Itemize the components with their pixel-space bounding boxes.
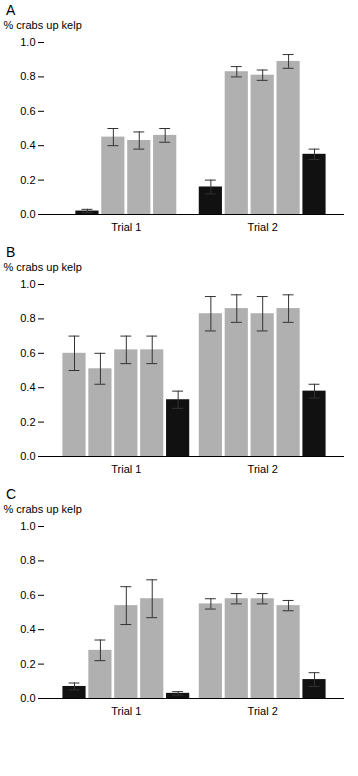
svg-text:0.6: 0.6 — [20, 347, 35, 359]
svg-text:Trial 1: Trial 1 — [111, 221, 141, 233]
svg-text:0.8: 0.8 — [20, 312, 35, 324]
svg-text:% crabs up kelp: % crabs up kelp — [4, 503, 82, 515]
svg-text:Trial 1: Trial 1 — [111, 463, 141, 475]
svg-text:0.6: 0.6 — [20, 105, 35, 117]
svg-text:0.2: 0.2 — [20, 658, 35, 670]
html-text:C: C — [6, 486, 17, 502]
svg-text:% crabs up kelp: % crabs up kelp — [4, 261, 82, 273]
svg-text:1.0: 1.0 — [20, 278, 35, 290]
svg-text:0.4: 0.4 — [20, 381, 35, 393]
svg-text:0.4: 0.4 — [20, 623, 35, 635]
svg-text:1.0: 1.0 — [20, 36, 35, 48]
svg-text:1.0: 1.0 — [20, 520, 35, 532]
svg-text:0.0: 0.0 — [20, 208, 35, 220]
svg-text:0.2: 0.2 — [20, 416, 35, 428]
svg-text:% crabs up kelp: % crabs up kelp — [4, 19, 82, 31]
svg-text:Trial 2: Trial 2 — [248, 705, 278, 717]
svg-text:0.4: 0.4 — [20, 139, 35, 151]
svg-text:0.8: 0.8 — [20, 554, 35, 566]
svg-text:0.8: 0.8 — [20, 70, 35, 82]
svg-text:0.2: 0.2 — [20, 174, 35, 186]
svg-text:Trial 2: Trial 2 — [248, 221, 278, 233]
svg-text:0.0: 0.0 — [20, 692, 35, 704]
svg-text:Trial 1: Trial 1 — [111, 705, 141, 717]
svg-text:0.0: 0.0 — [20, 450, 35, 462]
html-text:A: A — [6, 2, 16, 18]
html-text:B: B — [6, 244, 16, 260]
svg-text:Trial 2: Trial 2 — [248, 463, 278, 475]
svg-text:0.6: 0.6 — [20, 589, 35, 601]
